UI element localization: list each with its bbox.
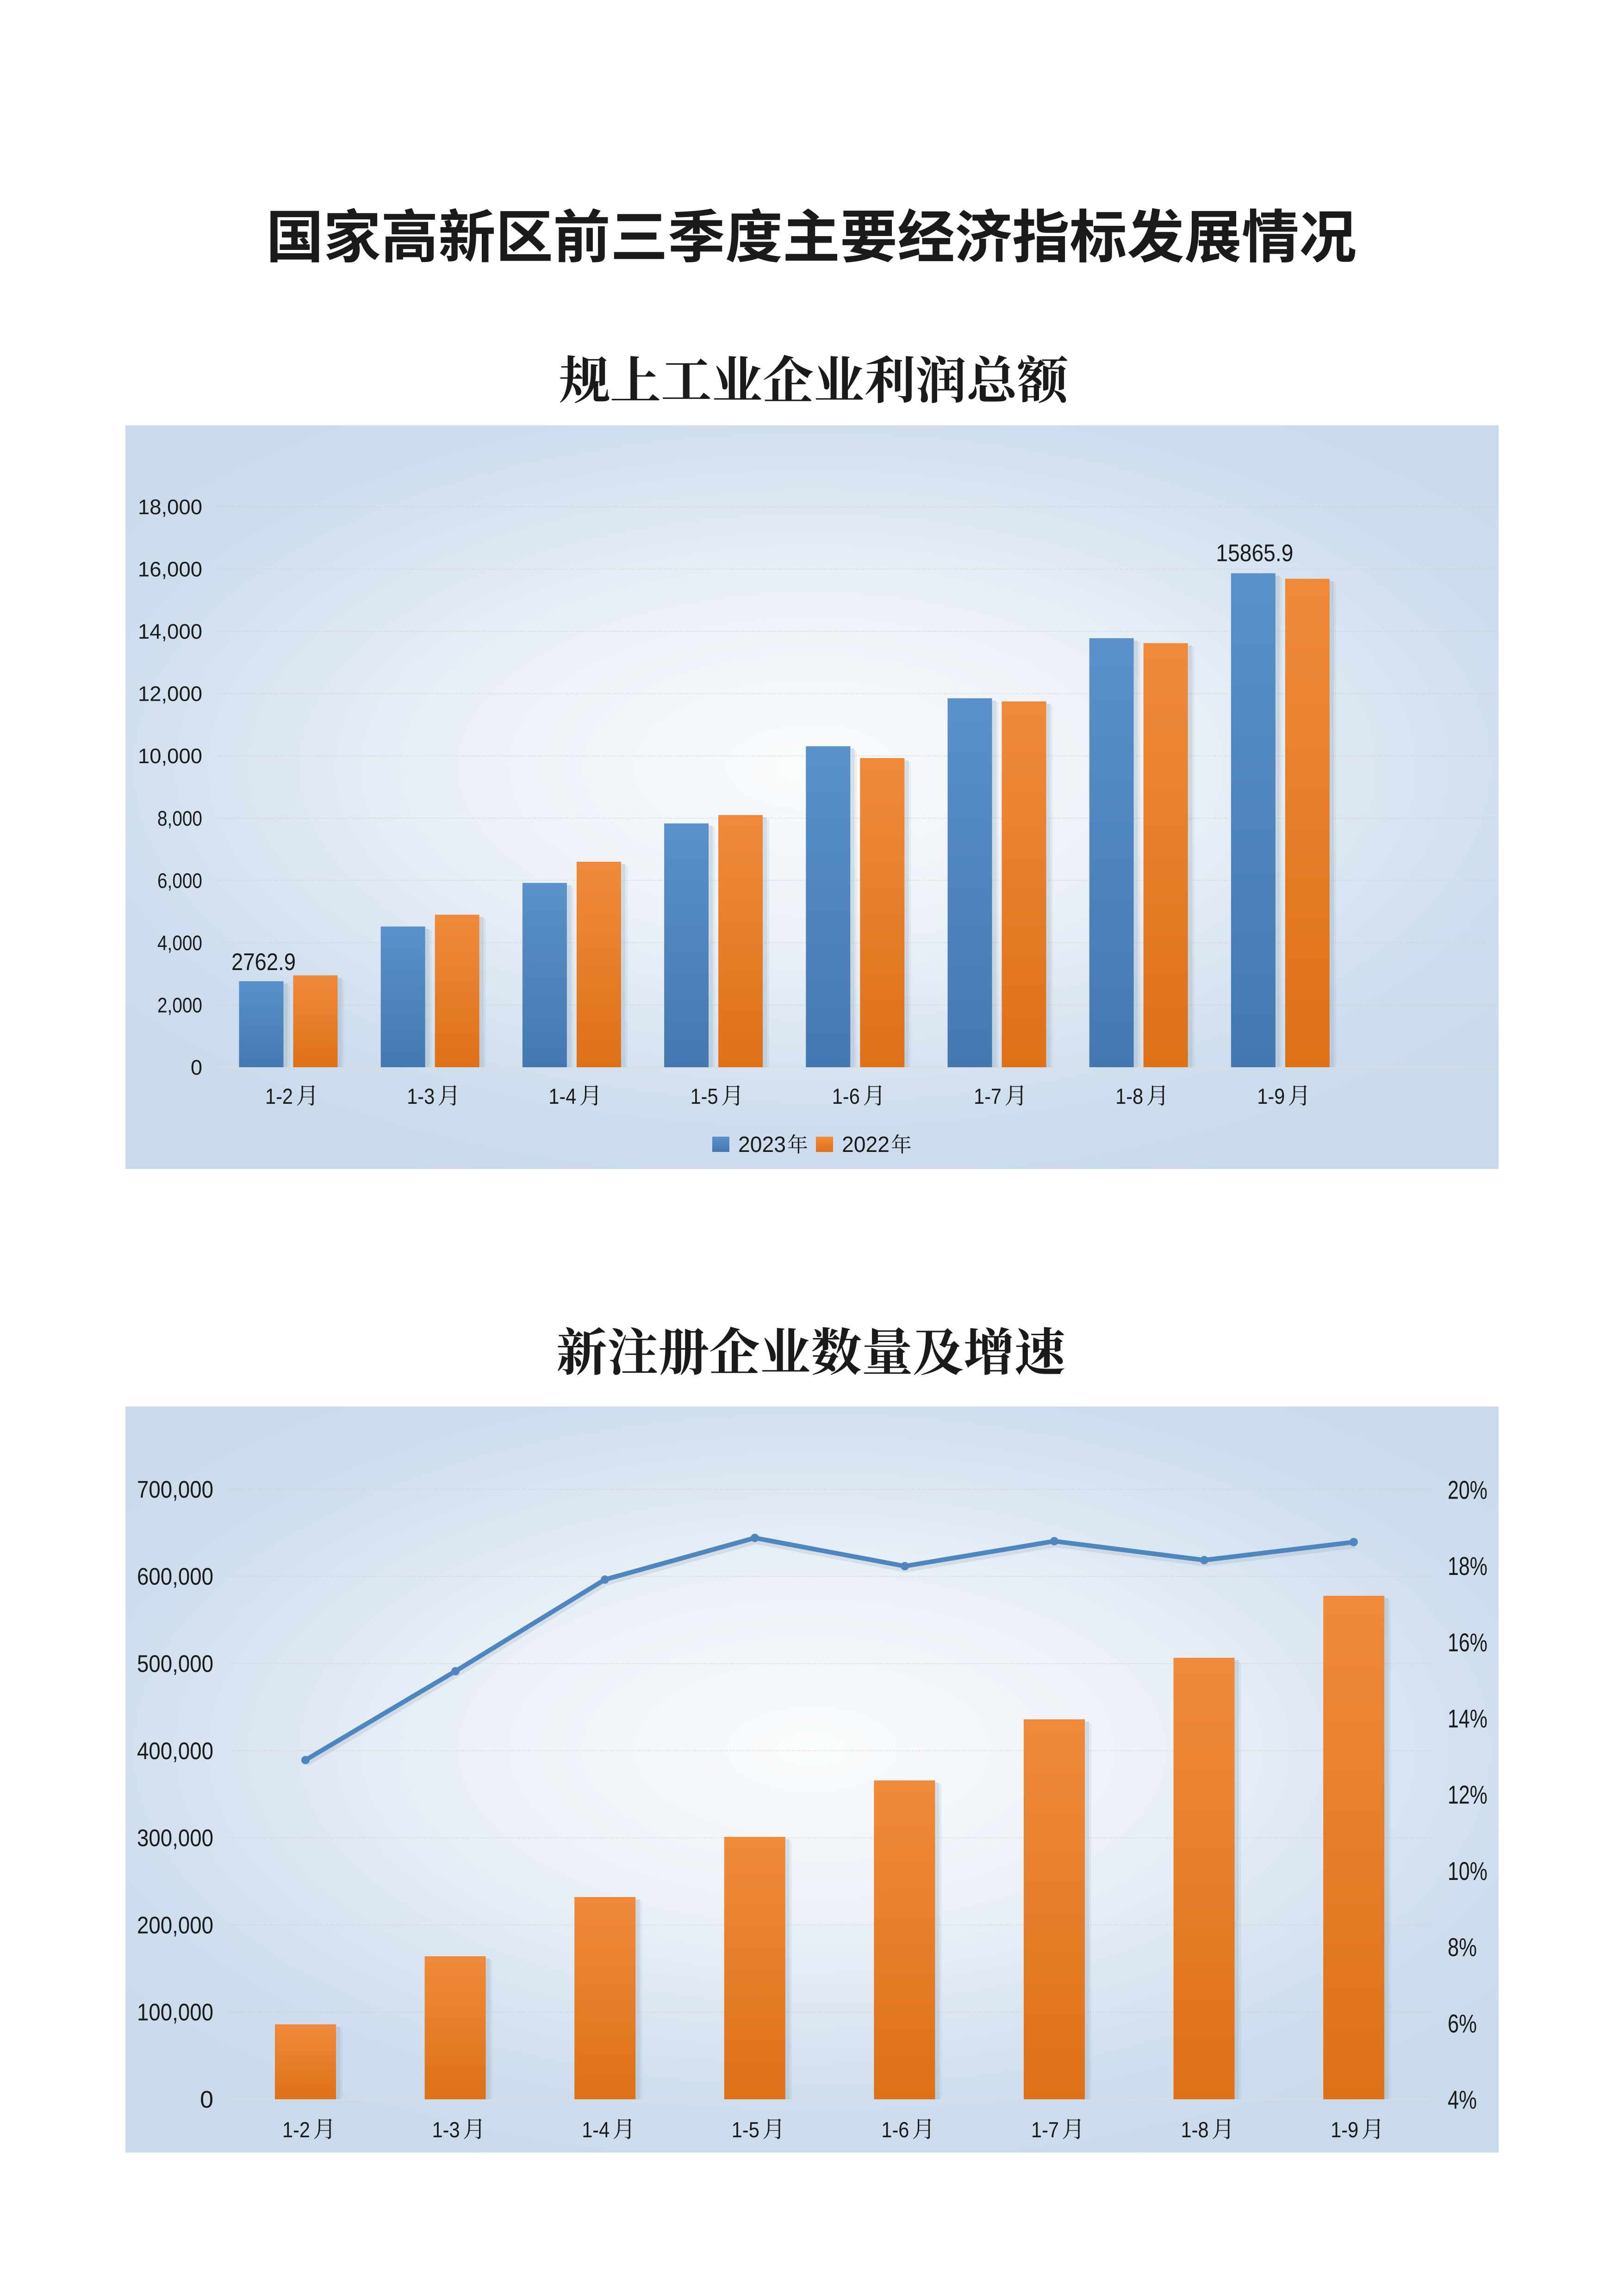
- svg-text:2022: 2022: [842, 1132, 890, 1157]
- svg-text:1-6: 1-6: [881, 2117, 909, 2142]
- svg-text:100,000: 100,000: [137, 1999, 213, 2026]
- svg-text:0: 0: [200, 2086, 213, 2113]
- svg-text:2023: 2023: [738, 1132, 786, 1157]
- svg-text:400,000: 400,000: [137, 1738, 213, 1765]
- svg-text:8,000: 8,000: [157, 807, 202, 830]
- svg-text:15865.9: 15865.9: [1216, 540, 1293, 567]
- svg-text:20%: 20%: [1448, 1475, 1487, 1504]
- svg-text:4%: 4%: [1448, 2085, 1477, 2114]
- svg-text:700,000: 700,000: [137, 1476, 213, 1503]
- svg-text:600,000: 600,000: [137, 1563, 213, 1590]
- svg-text:6,000: 6,000: [157, 869, 202, 892]
- svg-text:1-8: 1-8: [1181, 2117, 1209, 2142]
- svg-text:1-9: 1-9: [1331, 2117, 1358, 2142]
- svg-text:1-5: 1-5: [732, 2117, 759, 2142]
- svg-text:1-4: 1-4: [582, 2117, 610, 2142]
- svg-text:10%: 10%: [1448, 1856, 1487, 1885]
- svg-text:1-8: 1-8: [1115, 1084, 1143, 1108]
- svg-text:1-7: 1-7: [974, 1084, 1002, 1108]
- svg-text:8%: 8%: [1448, 1933, 1477, 1962]
- svg-text:1-7: 1-7: [1031, 2117, 1059, 2142]
- svg-text:1-3: 1-3: [432, 2117, 460, 2142]
- svg-text:1-6: 1-6: [832, 1084, 860, 1108]
- svg-text:4,000: 4,000: [157, 931, 202, 955]
- svg-text:500,000: 500,000: [137, 1651, 213, 1678]
- svg-text:0: 0: [191, 1056, 202, 1079]
- svg-text:1-2: 1-2: [282, 2117, 310, 2142]
- svg-text:16%: 16%: [1448, 1628, 1487, 1657]
- svg-text:2762.9: 2762.9: [231, 949, 296, 976]
- svg-text:1-4: 1-4: [548, 1084, 576, 1108]
- svg-text:200,000: 200,000: [137, 1912, 213, 1939]
- svg-text:1-3: 1-3: [407, 1084, 435, 1108]
- svg-text:18,000: 18,000: [138, 495, 202, 519]
- svg-text:12%: 12%: [1448, 1780, 1487, 1809]
- svg-text:18%: 18%: [1448, 1551, 1487, 1580]
- svg-text:1-5: 1-5: [691, 1084, 718, 1108]
- svg-text:14%: 14%: [1448, 1704, 1487, 1733]
- svg-text:1-9: 1-9: [1257, 1084, 1285, 1108]
- svg-text:300,000: 300,000: [137, 1825, 213, 1852]
- svg-text:2,000: 2,000: [157, 994, 202, 1017]
- svg-text:6%: 6%: [1448, 2009, 1477, 2038]
- svg-text:16,000: 16,000: [138, 558, 202, 581]
- svg-text:10,000: 10,000: [138, 744, 202, 768]
- svg-text:14,000: 14,000: [138, 620, 202, 643]
- svg-text:12,000: 12,000: [138, 682, 202, 706]
- svg-text:1-2: 1-2: [265, 1084, 293, 1108]
